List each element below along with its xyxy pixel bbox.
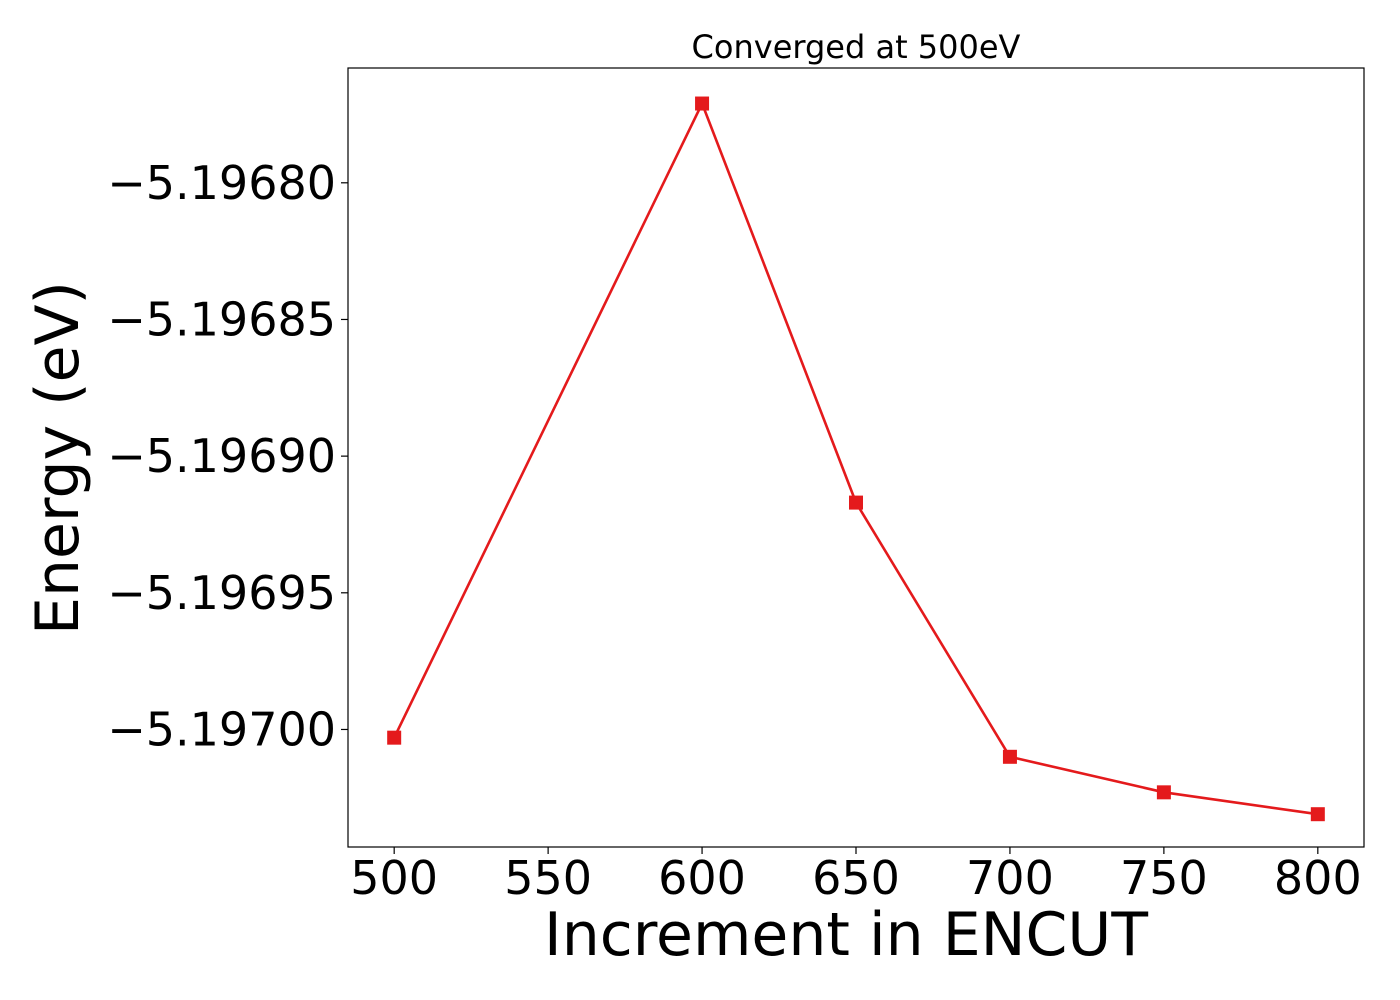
y-axis: −5.19680 −5.19685 −5.19690 −5.19695 −5.19700 xyxy=(107,156,348,756)
y-tick-label: −5.19700 xyxy=(107,702,336,756)
y-tick-label: −5.19680 xyxy=(107,156,336,210)
plot-area xyxy=(347,67,1365,848)
x-tick-label: 800 xyxy=(1274,851,1362,905)
y-axis-label: Energy (eV) xyxy=(23,281,93,635)
data-point xyxy=(1156,785,1171,800)
data-point xyxy=(849,495,863,510)
data-point xyxy=(1310,807,1325,822)
x-axis-label: Increment in ENCUT xyxy=(544,900,1148,970)
x-tick-label: 750 xyxy=(1120,851,1208,905)
data-point xyxy=(1002,749,1017,764)
y-tick-label: −5.19690 xyxy=(107,429,336,483)
data-point xyxy=(387,730,402,745)
x-axis: 500 550 600 650 700 750 800 xyxy=(350,847,1362,905)
series-line xyxy=(393,102,1318,816)
y-tick-label: −5.19685 xyxy=(107,292,336,346)
series-layer xyxy=(387,96,1325,822)
data-point xyxy=(695,96,710,111)
x-tick-label: 600 xyxy=(658,851,746,905)
y-tick-label: −5.19695 xyxy=(107,566,336,620)
x-tick-label: 700 xyxy=(966,851,1054,905)
chart-title: Converged at 500eV xyxy=(692,28,1021,66)
x-tick-label: 500 xyxy=(350,851,438,905)
x-tick-label: 550 xyxy=(504,851,592,905)
x-tick-label: 650 xyxy=(812,851,900,905)
